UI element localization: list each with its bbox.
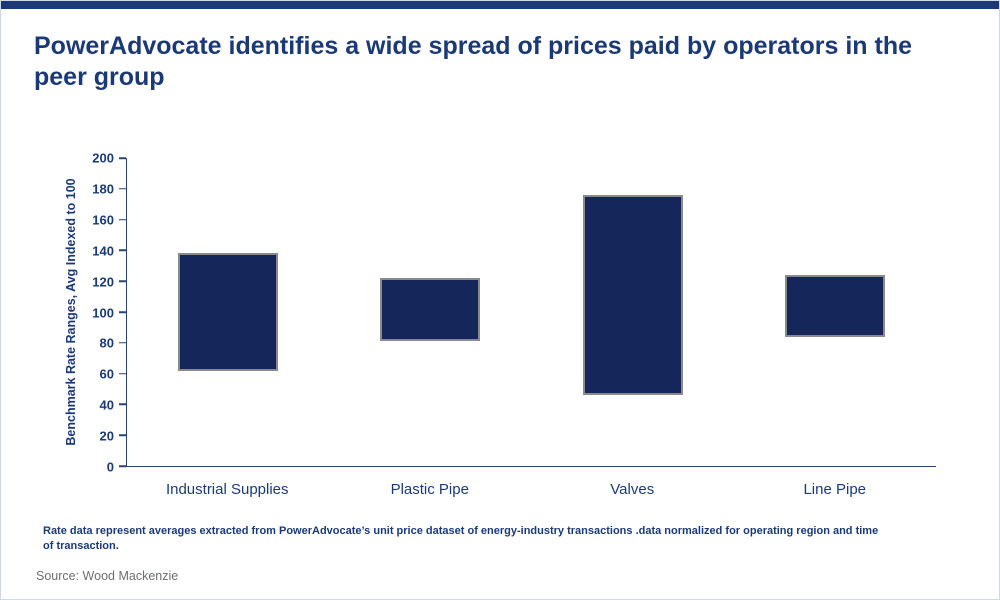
footnote: Rate data represent averages extracted f… [43, 525, 879, 552]
y-tick-label: 60 [99, 366, 114, 382]
range-bar-valves [582, 194, 683, 396]
x-axis-label-plastic-pipe: Plastic Pipe [390, 481, 469, 498]
range-bar-plastic-pipe [380, 278, 481, 342]
x-axis-label-valves: Valves [610, 481, 655, 498]
y-tick-label: 40 [99, 397, 114, 413]
y-tick-label: 140 [92, 243, 114, 259]
y-tick-label: 100 [92, 305, 114, 320]
source-note: Source: Wood Mackenzie [36, 569, 179, 583]
x-axis-label-line-pipe: Line Pipe [803, 481, 867, 498]
y-tick-label: 0 [106, 459, 114, 475]
y-tick-mark [119, 465, 126, 467]
y-tick-mark [119, 280, 126, 282]
y-tick-mark [119, 372, 126, 375]
plot-area [119, 157, 936, 467]
range-bar-line-pipe [784, 275, 885, 337]
y-tick-mark [119, 403, 126, 406]
y-tick-mark [119, 434, 126, 436]
y-tick-label: 200 [92, 150, 114, 166]
y-tick-mark [119, 342, 126, 344]
page-title: PowerAdvocate identifies a wide spread o… [34, 32, 913, 91]
y-axis-ticks: 0 20 40 60 80 100 120 140 160 180 200 [76, 151, 114, 475]
y-tick-mark [119, 188, 126, 190]
range-bar-industrial-supplies [178, 253, 279, 371]
y-tick-label: 120 [92, 274, 114, 290]
y-tick-label: 160 [92, 212, 114, 228]
x-axis-labels: Industrial Supplies Plastic Pipe Valves Lin… [126, 481, 936, 498]
y-tick-label: 80 [99, 335, 114, 351]
y-tick-mark [119, 218, 126, 221]
y-tick-label: 180 [92, 181, 114, 197]
y-tick-mark [119, 311, 126, 313]
x-axis-label-industrial-supplies: Industrial Supplies [165, 481, 289, 498]
top-accent-bar [1, 1, 999, 9]
y-tick-mark [119, 157, 126, 159]
y-tick-label: 20 [99, 428, 114, 444]
y-tick-mark [119, 249, 126, 252]
